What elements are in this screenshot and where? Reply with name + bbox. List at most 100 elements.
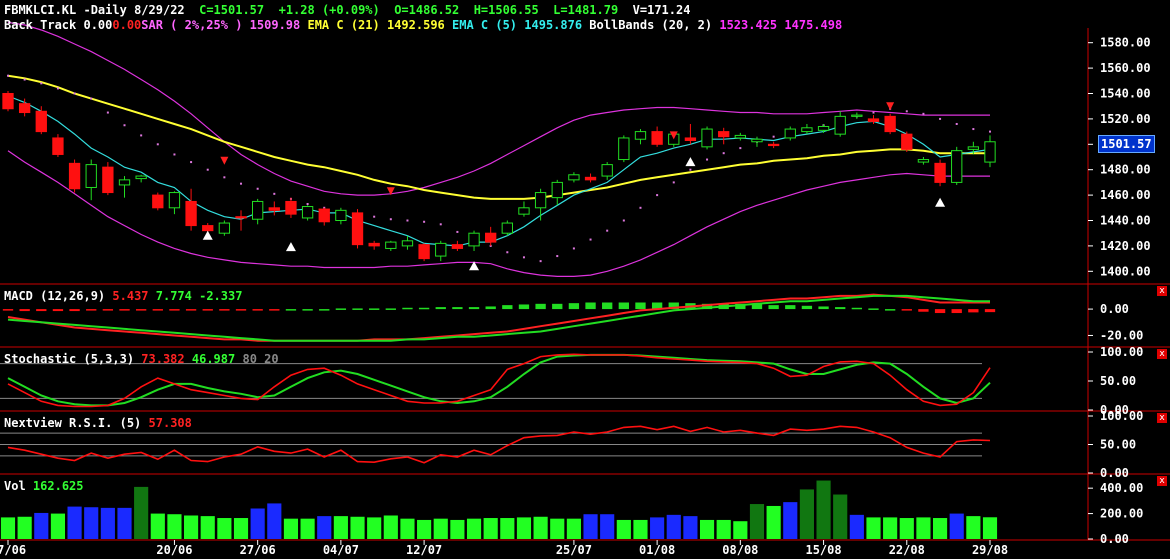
candle-down <box>152 194 164 209</box>
sar-dot <box>872 111 875 114</box>
x-tick-label: 07/06 <box>0 543 26 557</box>
stoch-lower-level: 20 <box>264 352 279 366</box>
quote-date: 8/29/22 <box>134 3 185 17</box>
sar-dot <box>722 152 725 155</box>
candle-up <box>951 150 963 183</box>
candle-up <box>518 207 530 215</box>
volume-bar <box>17 516 32 539</box>
macd-hist-bar-neg <box>901 309 912 311</box>
macd-close-button[interactable]: x <box>1157 286 1167 296</box>
price-tick-label: 1520.00 <box>1100 112 1151 126</box>
sar-dot <box>672 181 675 184</box>
sar-dot <box>423 220 426 223</box>
volume-bar <box>633 519 648 539</box>
sar-dot <box>656 194 659 197</box>
stoch-tick-label: 0.00 <box>1100 403 1129 417</box>
volume-bar <box>34 512 49 539</box>
close-value: C=1501.57 <box>199 3 265 17</box>
volume-bar <box>733 521 748 539</box>
sar-dot <box>156 143 159 146</box>
candle-down <box>901 133 913 150</box>
macd-hist-bar-pos <box>552 303 563 310</box>
sar-dot <box>689 168 692 171</box>
volume-bar <box>916 517 931 539</box>
vol-label: Vol <box>4 479 26 493</box>
volume-bar <box>783 502 798 539</box>
macd-signal-value: 7.774 <box>155 289 192 303</box>
candle-up <box>252 200 264 220</box>
volume-bar <box>550 518 565 539</box>
macd-hist-bar-neg <box>36 309 47 312</box>
macd-hist-bar-pos <box>651 302 663 310</box>
macd-hist-bar-pos <box>868 308 879 310</box>
volume-bar <box>300 518 315 539</box>
candle-up <box>401 240 414 247</box>
macd-hist-bar-pos <box>535 303 546 310</box>
volume-bar <box>400 518 415 539</box>
x-tick-label: 27/06 <box>240 543 276 557</box>
symbol: FBMKLCI.KL <box>4 3 77 17</box>
macd-hist-bar-neg <box>252 309 263 311</box>
candle-up <box>834 115 846 135</box>
sell-signal-arrow <box>386 187 395 196</box>
sar-dot <box>589 238 592 241</box>
sar-dot <box>539 260 542 263</box>
last-price-tag: 1501.57 <box>1098 135 1155 153</box>
volume-bar <box>533 516 548 539</box>
stoch-close-button[interactable]: x <box>1157 349 1167 359</box>
candle-up <box>984 141 996 163</box>
rsi-tick-label: 100.00 <box>1100 409 1143 423</box>
sar-dot <box>173 153 176 156</box>
macd-tick-label: 0.00 <box>1100 302 1129 316</box>
stoch-d-value: 46.987 <box>191 352 236 366</box>
volume-bar <box>383 515 398 539</box>
rsi-label: Nextview R.S.I. (5) <box>4 416 142 430</box>
sar-dot <box>223 176 226 179</box>
volume-bar <box>167 514 182 539</box>
macd-hist-bar-neg <box>19 309 30 312</box>
candle-down <box>451 244 464 249</box>
rsi-line <box>7 425 991 464</box>
candle-down <box>767 143 780 147</box>
candle-up <box>917 159 930 163</box>
boll-lower-line <box>7 150 990 277</box>
macd-hist-bar-neg <box>269 309 280 311</box>
rsi-close-button[interactable]: x <box>1157 413 1167 423</box>
volume-bar <box>883 517 898 539</box>
vol-tick-label: 0.00 <box>1100 532 1129 546</box>
buy-signal-arrow <box>469 261 480 271</box>
candle-up <box>501 222 513 234</box>
macd-hist-bar-pos <box>668 302 679 310</box>
ema5-label: EMA C (5) <box>452 18 518 32</box>
macd-hist-bar-pos <box>701 303 713 310</box>
vol-tick-label: 200.00 <box>1100 507 1143 521</box>
vol-close-button[interactable]: x <box>1157 476 1167 486</box>
macd-hist-bar-neg <box>918 309 929 312</box>
macd-tick-label: -20.00 <box>1100 328 1143 342</box>
volume-bar <box>150 513 165 539</box>
rsi-tick-label: 50.00 <box>1100 438 1136 452</box>
candle-up <box>734 134 746 139</box>
candle-up <box>135 175 147 180</box>
macd-hist-bar-neg <box>235 309 247 311</box>
macd-label: MACD (12,26,9) <box>4 289 106 303</box>
macd-hist-bar-pos <box>735 303 746 310</box>
sar-dot <box>90 97 93 100</box>
volume-bar <box>367 517 382 539</box>
sar-dot <box>706 158 709 161</box>
macd-hist-bar-neg <box>152 309 163 311</box>
macd-signal-line <box>7 293 990 342</box>
x-tick-label: 12/07 <box>406 543 442 557</box>
candle-up <box>435 242 447 257</box>
macd-hist-bar-pos <box>485 306 496 310</box>
candle-up <box>967 146 980 150</box>
macd-hist-bar-neg <box>52 309 64 312</box>
macd-hist-bar-pos <box>751 304 763 310</box>
buy-signal-arrow <box>202 230 213 240</box>
volume-bar <box>616 519 631 539</box>
macd-hist-bar-pos <box>801 305 813 310</box>
candle-up <box>618 137 630 161</box>
macd-hist-bar-neg <box>135 309 147 311</box>
price-tick-label: 1400.00 <box>1100 264 1151 278</box>
